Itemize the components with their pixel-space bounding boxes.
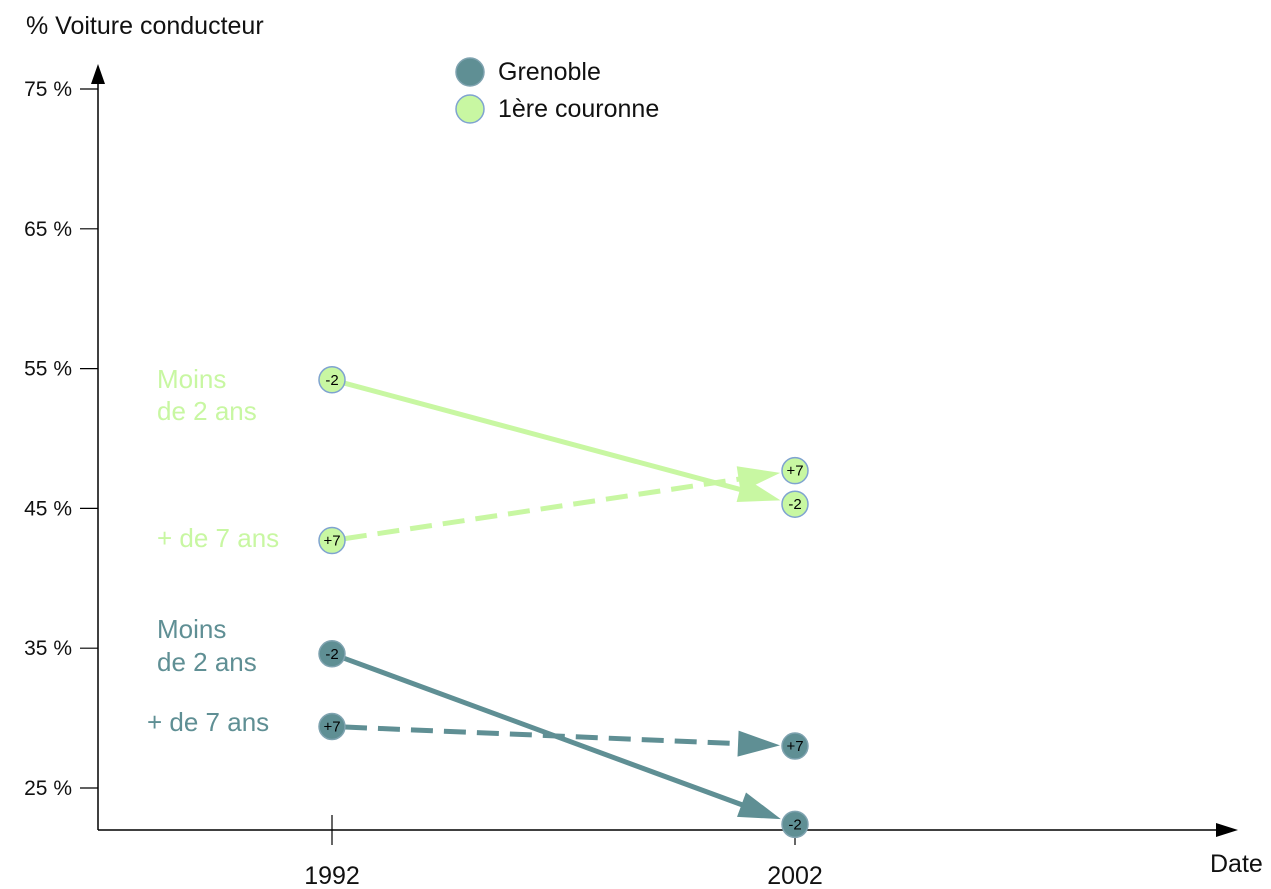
x-ticks: 1992 2002 xyxy=(304,815,823,889)
data-point xyxy=(318,712,346,741)
data-point-label: -2 xyxy=(325,646,338,663)
annotation-couronne-moins-2-line2: de 2 ans xyxy=(157,396,257,426)
y-axis-title: % Voiture conducteur xyxy=(26,12,264,40)
annotation-couronne-plus-7: + de 7 ans xyxy=(157,523,279,553)
series-arrowhead xyxy=(737,792,781,820)
x-axis-arrow-icon xyxy=(1216,823,1238,837)
legend-label-grenoble: Grenoble xyxy=(498,58,601,86)
legend-label-1ere-couronne: 1ère couronne xyxy=(498,95,659,123)
legend-marker-1ere-couronne xyxy=(455,94,485,124)
series-line xyxy=(343,380,745,493)
y-tick-label: 25 % xyxy=(24,777,72,800)
series-arrowhead xyxy=(737,730,781,757)
y-tick-label: 75 % xyxy=(24,78,72,101)
data-point xyxy=(781,490,809,518)
series-line xyxy=(344,724,743,747)
series-line xyxy=(344,476,743,542)
series-line xyxy=(343,655,747,809)
data-point-label: -2 xyxy=(788,496,801,513)
annotation-grenoble-plus-7: + de 7 ans xyxy=(147,707,269,737)
data-point-label: +7 xyxy=(323,718,340,735)
annotation-grenoble-moins-2-line1: Moins xyxy=(157,614,226,644)
data-point-label: -2 xyxy=(788,816,801,833)
legend: Grenoble 1ère couronne xyxy=(455,57,659,124)
legend-marker-grenoble xyxy=(455,57,485,87)
y-tick-label: 55 % xyxy=(24,358,72,381)
data-point-label: +7 xyxy=(323,533,340,550)
data-point xyxy=(318,526,346,555)
x-axis-title: Date xyxy=(1210,850,1263,878)
y-axis-arrow-icon xyxy=(91,64,105,84)
data-point-label: +7 xyxy=(786,738,803,755)
data-point xyxy=(781,810,809,839)
y-tick-label: 65 % xyxy=(24,218,72,241)
annotations: Moins de 2 ans + de 7 ans Moins de 2 ans… xyxy=(147,364,279,737)
data-point xyxy=(318,366,346,394)
annotation-couronne-moins-2-line1: Moins xyxy=(157,364,226,394)
series-layer: -2 -2 +7 +7 -2 -2 +7 +7 xyxy=(318,366,809,839)
data-point xyxy=(318,640,346,668)
data-point xyxy=(781,732,809,760)
data-point-label: +7 xyxy=(786,463,803,480)
data-point xyxy=(781,456,809,485)
y-ticks: 25 % 35 % 45 % 55 % 65 % 75 % xyxy=(24,78,98,800)
y-tick-label: 35 % xyxy=(24,637,72,660)
series-arrowhead xyxy=(736,466,781,493)
data-point-label: -2 xyxy=(325,372,338,389)
x-tick-label: 1992 xyxy=(304,862,360,889)
y-tick-label: 45 % xyxy=(24,497,72,520)
x-tick-label: 2002 xyxy=(767,862,823,889)
annotation-grenoble-moins-2-line2: de 2 ans xyxy=(157,647,257,677)
